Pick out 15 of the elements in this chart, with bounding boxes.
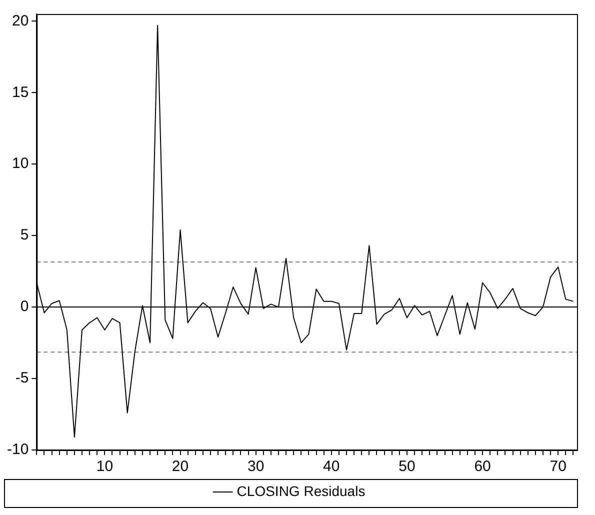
- x-tick-label: 20: [172, 458, 189, 476]
- x-tick-label: 30: [247, 458, 264, 476]
- x-tick-label: 40: [323, 458, 340, 476]
- y-tick-label: 15: [12, 84, 29, 101]
- y-tick-label: 20: [12, 12, 29, 30]
- y-tick-label: -10: [6, 441, 29, 458]
- y-tick-label: 5: [20, 226, 29, 244]
- y-tick-label: 0: [20, 298, 29, 316]
- x-tick-label: 50: [398, 458, 416, 476]
- x-tick-label: 10: [96, 458, 114, 476]
- x-tick-label: 60: [474, 458, 491, 476]
- y-tick-label: -5: [15, 370, 29, 387]
- legend-label: CLOSING Residuals: [236, 482, 366, 499]
- x-tick-label: 70: [550, 458, 566, 476]
- y-tick-label: 10: [12, 155, 29, 172]
